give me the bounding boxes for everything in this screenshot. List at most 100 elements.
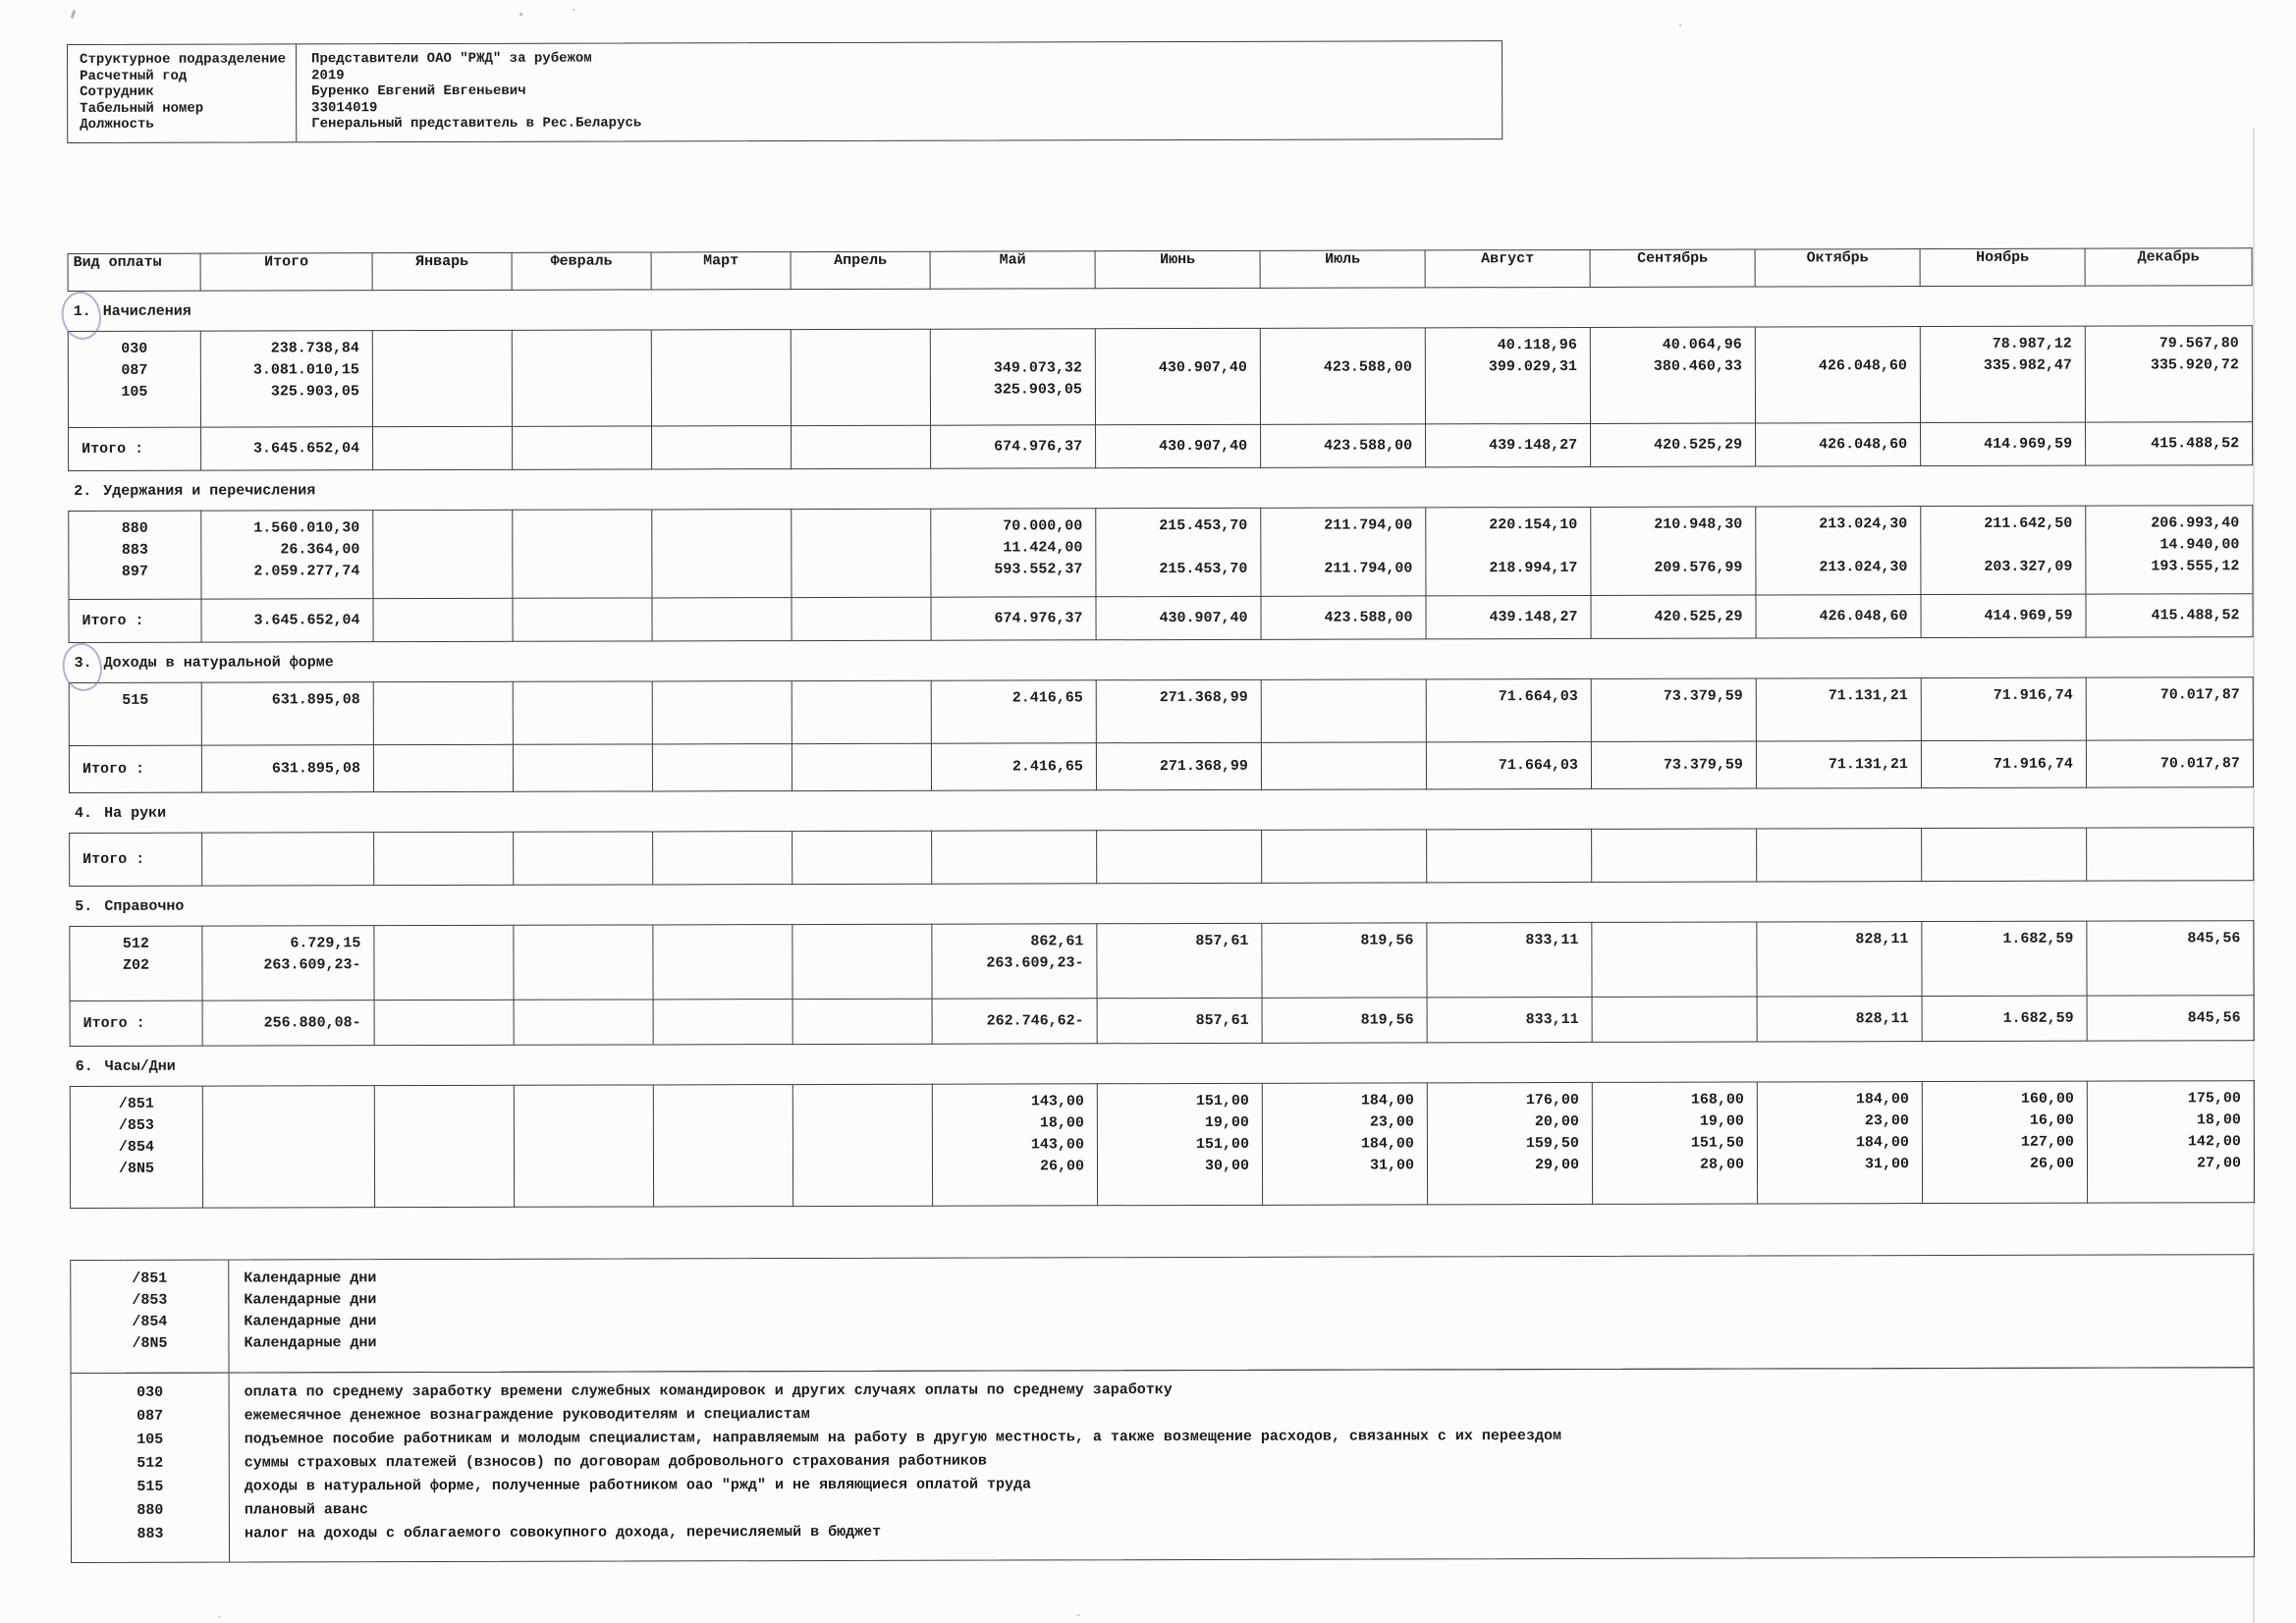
value-line	[513, 516, 651, 538]
totals-value-cell: 430.907,40	[1095, 595, 1262, 640]
value-cell	[512, 329, 652, 426]
value-cell: 430.907,40	[1095, 327, 1261, 425]
value-line	[374, 688, 513, 710]
value-line: 184,00	[1360, 1134, 1414, 1153]
value-line: 1.682,59	[2002, 930, 2074, 947]
totals-value-cell	[792, 830, 932, 885]
value-line	[2087, 949, 2253, 971]
totals-value-cell: 271.368,99	[1096, 741, 1262, 790]
value-line: 897	[121, 563, 148, 580]
value-line	[1427, 950, 1591, 972]
value-line	[2086, 376, 2252, 398]
value-cell: 213.024,30 213.024,30	[1755, 506, 1921, 595]
totals-value-cell: 71.664,03	[1426, 740, 1592, 789]
section-number-circled: 3.	[75, 652, 92, 674]
value-line: 159,50	[1525, 1134, 1579, 1152]
section-title: 4. На руки	[75, 797, 2253, 825]
value-line	[792, 559, 930, 580]
value-line: Z02	[122, 956, 149, 974]
legend-pay-codes: 030 оплата по среднему заработку времени …	[70, 1366, 2256, 1563]
value-line	[513, 337, 651, 358]
value-cell: 220.154,10 218.994,17	[1425, 506, 1591, 596]
value-line	[1426, 535, 1590, 557]
column-header-month: Октябрь	[1755, 248, 1921, 287]
value-cell: 6.729,15 263.609,23-	[201, 925, 375, 1001]
value-line: 423.588,00	[1323, 357, 1412, 376]
totals-value-cell: 415.488,52	[2085, 421, 2253, 465]
value-cell	[1261, 678, 1427, 742]
legend-description: суммы страховых платежей (взносов) по до…	[244, 1452, 987, 1472]
value-cell	[791, 508, 931, 598]
info-value: Генеральный представитель в Рес.Беларусь	[311, 115, 642, 133]
section-table: Итого :	[69, 827, 2254, 887]
column-header-month: Сентябрь	[1590, 248, 1756, 287]
value-line: 151,00	[1195, 1135, 1249, 1153]
value-line	[1756, 535, 1920, 557]
totals-value-cell: 430.907,40	[1095, 423, 1261, 468]
totals-value-cell	[512, 597, 653, 641]
value-line	[375, 1135, 514, 1157]
totals-value-cell	[1426, 828, 1592, 883]
legend-row: /8N5 Календарные дни	[71, 1327, 2253, 1355]
totals-value-cell: 833,11	[1427, 996, 1593, 1043]
value-line	[1261, 536, 1425, 558]
value-cell	[373, 924, 515, 1001]
totals-value-cell	[2086, 827, 2254, 881]
section-title: 2. Удержания и перечисления	[74, 475, 2252, 503]
value-cell	[651, 329, 792, 426]
legend-calendar-days: /851 Календарные дни/853 Календарные дни/8…	[70, 1253, 2255, 1374]
value-cell: 151,00 19,00 151,00 30,00	[1097, 1082, 1263, 1206]
column-header-month: Итого	[200, 252, 373, 291]
totals-value-cell	[1261, 741, 1427, 789]
value-line: 430.907,40	[1158, 358, 1247, 376]
value-line	[1426, 377, 1590, 399]
totals-value-cell: 2.416,65	[931, 742, 1097, 790]
section-name: Доходы в натуральной форме	[103, 653, 334, 672]
totals-value-cell	[1261, 829, 1427, 883]
totals-value-cell	[791, 596, 932, 641]
code-cell: 512 Z02	[69, 925, 203, 1001]
value-line: 380.460,33	[1653, 357, 1742, 375]
section-name: На руки	[104, 804, 167, 822]
value-line: 087	[121, 361, 148, 379]
value-cell	[373, 680, 514, 745]
value-cell: 833,11	[1426, 921, 1593, 998]
section-number-circled: 1.	[74, 300, 91, 322]
value-cell	[791, 328, 931, 426]
value-cell: 184,00 23,00 184,00 31,00	[1757, 1081, 1923, 1204]
value-cell: 176,00 20,00 159,50 29,00	[1427, 1081, 1593, 1205]
value-cell	[513, 924, 654, 1000]
value-line	[1096, 335, 1260, 356]
totals-value-cell: 423.588,00	[1260, 595, 1427, 639]
value-line: 26,00	[2029, 1155, 2075, 1172]
value-line: 19,00	[1204, 1113, 1249, 1131]
sections-root: 1. Начисления 030 087 105 238.738,84 3.081.010…	[68, 296, 2255, 1209]
value-line: 203.327,09	[1984, 558, 2073, 575]
value-cell: 168,00 19,00 151,50 28,00	[1592, 1081, 1758, 1204]
value-line	[1921, 376, 2085, 398]
value-line: 512	[122, 935, 149, 952]
totals-value-cell: 262.746,62-	[932, 998, 1098, 1044]
document-body: Структурное подразделение Представители …	[67, 38, 2256, 1563]
value-line: 880	[121, 519, 148, 537]
totals-value-cell	[1591, 828, 1757, 882]
value-line	[652, 560, 791, 581]
value-line: 193.555,12	[2151, 557, 2240, 574]
value-line	[1097, 951, 1261, 973]
value-line	[654, 1135, 793, 1157]
totals-value-cell: 420.525,29	[1590, 422, 1756, 466]
value-line	[792, 379, 930, 401]
value-line: 819,56	[1360, 931, 1414, 949]
value-line: 40.118,96	[1497, 336, 1577, 353]
value-line	[792, 537, 930, 559]
scan-speck	[573, 9, 574, 11]
value-line	[375, 1092, 514, 1113]
value-line: 26.364,00	[280, 540, 360, 558]
value-line	[515, 1135, 653, 1157]
value-line	[793, 1091, 932, 1112]
section-name: Начисления	[102, 302, 191, 320]
value-cell: 143,00 18,00 143,00 26,00	[932, 1083, 1098, 1206]
column-header-month: Апрель	[791, 250, 931, 290]
value-line: 31,00	[1864, 1155, 1910, 1172]
